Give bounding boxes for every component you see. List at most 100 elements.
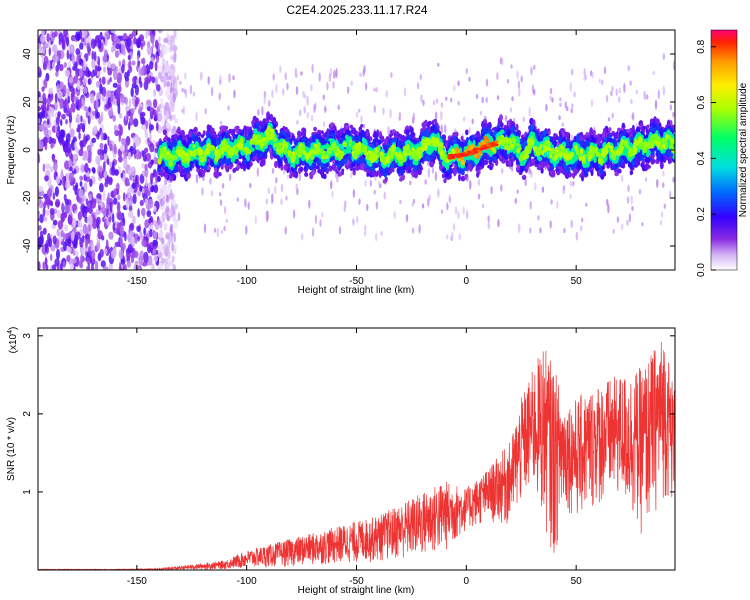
faint-blob: [570, 108, 573, 114]
faint-blob: [575, 231, 578, 241]
noise-blob: [69, 44, 75, 55]
ridge-blob: [614, 171, 619, 177]
faint-blob: [669, 104, 673, 111]
faint-blob: [219, 79, 222, 86]
ridge-blob: [420, 128, 425, 132]
noise-blob: [101, 76, 106, 85]
noise-blob: [91, 137, 97, 143]
noise-blob: [168, 95, 173, 102]
noise-blob: [72, 203, 77, 212]
noise-blob: [148, 198, 154, 209]
noise-blob: [153, 254, 158, 263]
noise-blob: [107, 79, 111, 86]
faint-blob: [375, 233, 378, 242]
noise-blob: [45, 195, 51, 205]
faint-blob: [172, 85, 175, 93]
noise-blob: [85, 37, 91, 45]
noise-blob: [61, 113, 66, 120]
noise-blob: [66, 36, 69, 47]
noise-blob: [44, 242, 48, 253]
noise-blob: [163, 258, 166, 264]
noise-blob: [95, 260, 99, 270]
faint-blob: [605, 94, 609, 103]
faint-blob: [247, 201, 250, 210]
faint-blob: [204, 108, 207, 115]
faint-blob: [210, 190, 214, 197]
noise-blob: [130, 166, 136, 177]
noise-blob: [165, 122, 171, 129]
faint-blob: [630, 98, 633, 105]
noise-blob: [41, 102, 47, 111]
faint-blob: [409, 180, 412, 186]
noise-blob: [165, 86, 170, 98]
noise-blob: [144, 132, 149, 139]
noise-blob: [58, 90, 63, 100]
faint-blob: [296, 120, 299, 125]
noise-blob: [42, 216, 48, 222]
ridge-blob: [202, 130, 206, 137]
noise-blob: [60, 229, 64, 238]
noise-blob: [38, 139, 42, 150]
faint-blob: [338, 226, 342, 235]
faint-blob: [469, 180, 472, 190]
faint-blob: [580, 225, 583, 232]
noise-blob: [112, 222, 116, 231]
noise-blob: [165, 264, 170, 270]
noise-blob: [126, 110, 131, 117]
noise-blob: [49, 207, 55, 215]
noise-blob: [131, 182, 136, 189]
faint-blob: [641, 222, 644, 227]
noise-blob: [145, 30, 149, 37]
noise-blob: [87, 50, 91, 56]
faint-blob: [271, 89, 274, 99]
noise-blob: [56, 210, 61, 218]
noise-blob: [139, 231, 143, 240]
faint-blob: [203, 223, 207, 234]
faint-blob: [662, 53, 666, 60]
faint-blob: [419, 74, 422, 80]
faint-blob: [358, 108, 361, 113]
noise-blob: [156, 194, 161, 201]
noise-blob: [168, 260, 174, 266]
noise-blob: [173, 30, 177, 39]
faint-blob: [360, 115, 363, 124]
faint-blob: [466, 210, 469, 220]
noise-blob: [46, 209, 50, 217]
noise-blob: [116, 201, 121, 212]
noise-blob: [38, 225, 42, 231]
noise-blob: [156, 55, 160, 64]
noise-blob: [153, 88, 157, 97]
ridge-blob: [608, 127, 612, 132]
ridge-blob: [629, 170, 634, 176]
faint-blob: [232, 75, 235, 81]
noise-blob: [116, 72, 123, 84]
noise-blob: [171, 75, 174, 83]
noise-blob: [149, 142, 155, 153]
faint-blob: [501, 57, 504, 66]
noise-blob: [138, 266, 141, 270]
noise-blob: [42, 206, 46, 217]
noise-blob: [97, 148, 103, 156]
noise-blob: [134, 98, 139, 107]
noise-blob: [152, 248, 156, 255]
ridge-blob: [464, 174, 468, 181]
faint-blob: [573, 91, 576, 98]
noise-blob: [149, 124, 155, 131]
noise-blob: [107, 192, 110, 204]
faint-blob: [662, 85, 666, 96]
noise-blob: [78, 189, 84, 199]
faint-blob: [485, 78, 489, 87]
faint-blob: [462, 206, 465, 215]
noise-blob: [139, 173, 145, 184]
noise-blob: [120, 94, 125, 103]
noise-blob: [83, 57, 86, 68]
noise-blob: [60, 119, 63, 126]
noise-blob: [40, 34, 46, 44]
noise-blob: [50, 244, 56, 252]
faint-blob: [435, 98, 439, 104]
noise-blob: [117, 104, 121, 115]
noise-blob: [167, 239, 171, 250]
noise-blob: [100, 130, 104, 142]
faint-blob: [265, 214, 269, 223]
faint-blob: [184, 89, 188, 98]
